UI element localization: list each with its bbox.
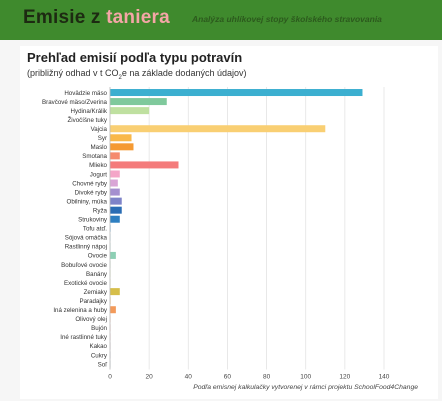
bar-chart: 0 20 40 60 80 100 120 140 Hovädzie mäso Bravčové … <box>42 87 390 381</box>
bar <box>110 197 122 205</box>
bar <box>110 161 179 169</box>
subtitle-sub: 2 <box>118 74 122 81</box>
category-label: Chovné ryby <box>72 180 108 187</box>
chart-footnote: Podľa emisnej kalkulačky vytvorenej v rá… <box>193 384 418 391</box>
category-label: Sójová omáčka <box>65 235 108 242</box>
app-tagline: Analýza uhlíkovej stopy školského stravo… <box>192 14 382 24</box>
category-label: Živočíšne tuky <box>67 116 107 124</box>
bar <box>110 143 134 151</box>
category-label: Soľ <box>98 361 108 368</box>
bar <box>110 306 116 314</box>
category-label: Zemiaky <box>84 289 108 296</box>
chart-title: Prehľad emisií podľa typu potravín <box>27 50 243 65</box>
bar <box>110 215 120 223</box>
category-label: Cukry <box>91 352 108 359</box>
category-label: Hovädzie mäso <box>64 90 107 97</box>
bar <box>110 107 150 115</box>
category-label: Olivový olej <box>75 316 107 323</box>
category-label: Divoké ryby <box>75 189 108 196</box>
bar <box>110 179 118 187</box>
app-title-part2: taniera <box>106 7 170 28</box>
category-label: Iné rastlinné tuky <box>60 334 108 341</box>
x-tick-label: 80 <box>263 374 271 381</box>
category-label: Tofu atď. <box>83 226 107 233</box>
category-label: Ovocie <box>88 253 108 260</box>
bar <box>110 188 120 196</box>
category-label: Kakao <box>89 343 107 350</box>
subtitle-after: e na základe dodaných údajov) <box>121 68 247 78</box>
category-label: Bujón <box>91 325 107 332</box>
category-label: Ryža <box>93 207 108 214</box>
bar <box>110 152 120 160</box>
x-tick-label: 60 <box>224 374 232 381</box>
bar <box>110 206 122 214</box>
bar <box>110 170 120 178</box>
category-label: Obilniny, múka <box>67 198 108 205</box>
category-label: Bravčové mäso/Zverina <box>42 99 108 106</box>
app-title-part1: Emisie z <box>23 7 107 28</box>
chart-card: Prehľad emisií podľa typu potravín (prib… <box>20 46 438 399</box>
x-tick-label: 140 <box>379 374 390 381</box>
x-tick-label: 0 <box>108 374 112 381</box>
category-label: Paradajky <box>79 298 107 305</box>
category-label: Vajcia <box>91 126 108 133</box>
category-label: Bobuľové ovocie <box>61 262 107 269</box>
category-label: Maslo <box>90 144 107 151</box>
category-label: Rastlinný nápoj <box>65 244 107 251</box>
category-label: Hydina/Králik <box>71 108 108 115</box>
header-bar: Emisie z taniera Analýza uhlíkovej stopy… <box>0 0 442 40</box>
x-tick-label: 100 <box>300 374 311 381</box>
category-label: Mlieko <box>89 162 107 169</box>
app-title: Emisie z taniera <box>23 7 170 29</box>
category-label: Iná zelenina a huby <box>53 307 108 314</box>
x-tick-label: 40 <box>185 374 193 381</box>
x-tick-label: 20 <box>146 374 154 381</box>
category-label: Strukoviny <box>78 217 108 224</box>
bar <box>110 125 326 133</box>
subtitle-before: (približný odhad v t CO <box>27 68 119 78</box>
category-label: Jogurt <box>90 171 107 178</box>
x-tick-label: 120 <box>339 374 350 381</box>
bar <box>110 89 363 97</box>
category-label: Syr <box>98 135 107 142</box>
chart-subtitle: (približný odhad v t CO2e na základe dod… <box>27 68 246 81</box>
bar <box>110 134 132 142</box>
category-label: Exotické ovocie <box>64 280 108 287</box>
category-label: Smotana <box>82 153 107 160</box>
category-label: Banány <box>86 271 108 278</box>
bar <box>110 288 120 296</box>
bar <box>110 98 167 106</box>
bar <box>110 251 116 259</box>
